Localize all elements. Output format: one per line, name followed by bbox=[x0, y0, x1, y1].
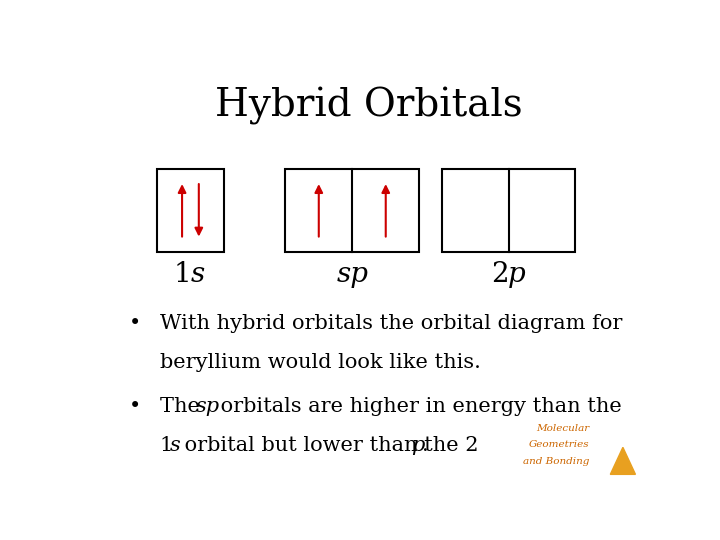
Text: •: • bbox=[129, 397, 141, 416]
Text: s: s bbox=[170, 436, 181, 455]
Text: The: The bbox=[160, 397, 206, 416]
Bar bbox=[285, 168, 419, 252]
Text: Geometries: Geometries bbox=[528, 441, 590, 449]
Text: beryllium would look like this.: beryllium would look like this. bbox=[160, 353, 481, 372]
Text: orbitals are higher in energy than the: orbitals are higher in energy than the bbox=[215, 397, 622, 416]
Text: sp: sp bbox=[336, 261, 368, 288]
Polygon shape bbox=[611, 447, 636, 474]
Text: s: s bbox=[191, 261, 204, 288]
Text: With hybrid orbitals the orbital diagram for: With hybrid orbitals the orbital diagram… bbox=[160, 314, 622, 333]
Bar bbox=[157, 168, 224, 252]
Text: sp: sp bbox=[196, 397, 220, 416]
Text: .: . bbox=[422, 436, 428, 455]
Text: p: p bbox=[411, 436, 425, 455]
Bar bbox=[441, 168, 575, 252]
Text: 1: 1 bbox=[160, 436, 173, 455]
Text: •: • bbox=[129, 314, 141, 333]
Text: Hybrid Orbitals: Hybrid Orbitals bbox=[215, 87, 523, 125]
Text: and Bonding: and Bonding bbox=[523, 457, 590, 466]
Text: 1: 1 bbox=[174, 261, 191, 288]
Text: p: p bbox=[508, 261, 526, 288]
Text: orbital but lower than the 2: orbital but lower than the 2 bbox=[179, 436, 479, 455]
Text: Molecular: Molecular bbox=[536, 424, 590, 433]
Text: 2: 2 bbox=[491, 261, 509, 288]
